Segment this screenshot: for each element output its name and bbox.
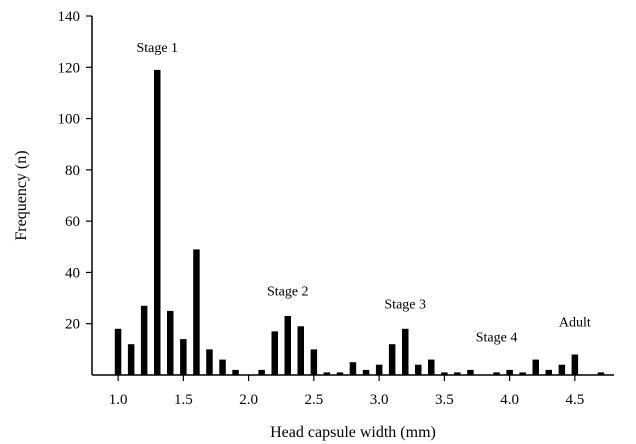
bar [467,369,474,375]
bar [310,349,318,375]
y-ticks: 20 40 60 80 100 120 140 [58,9,92,333]
bar [232,369,239,375]
x-ticks: 1.0 1.5 2.0 2.5 3.0 3.5 4.0 4.5 [109,375,584,408]
bar [154,69,161,376]
y-tick-label: 80 [65,163,80,179]
bar [140,305,148,375]
x-tick-label: 1.0 [109,392,128,408]
stage-annotation: Stage 1 [136,41,178,56]
bar [558,364,566,375]
bar [415,364,422,375]
bar [323,372,331,375]
bar [362,369,370,375]
bar [506,369,513,375]
y-axis-title: Frequency (n) [13,150,30,240]
y-tick-label: 140 [58,9,81,25]
bar [193,249,200,375]
y-tick-label: 40 [65,265,80,281]
x-tick-label: 3.0 [370,392,389,408]
annotations: Stage 1 Stage 2 Stage 3 Stage 4 Adult [136,41,590,346]
stage-annotation: Stage 2 [267,285,309,300]
bar [284,316,291,375]
stage-annotation: Stage 4 [476,331,518,346]
x-tick-label: 2.5 [304,392,323,408]
bar [532,359,539,375]
bar [402,328,409,375]
bar [297,326,304,375]
bar [219,359,226,375]
stage-annotation: Adult [559,315,591,330]
bar [258,369,265,375]
y-tick-label: 60 [65,214,80,230]
bar [375,364,383,375]
bar [545,369,552,375]
x-axis-title: Head capsule width (mm) [270,424,436,441]
bar [271,331,278,375]
stage-annotation: Stage 3 [384,297,426,312]
bar [493,372,500,375]
bar [180,339,187,375]
x-tick-label: 2.0 [239,392,258,408]
bar [571,354,579,375]
bar [336,372,344,375]
bar [388,344,396,375]
x-tick-label: 1.5 [174,392,193,408]
x-tick-label: 4.5 [565,392,584,408]
bar [349,362,357,375]
bar [597,372,605,375]
bar [441,372,448,375]
bar [127,344,135,375]
y-tick-label: 20 [65,317,80,333]
bar [454,372,461,375]
bar [428,359,435,375]
y-tick-label: 100 [58,112,81,128]
bars [114,69,605,376]
bar [206,349,213,375]
bar [114,328,122,375]
bar [519,372,526,375]
bar [167,310,174,375]
x-tick-label: 3.5 [435,392,454,408]
x-tick-label: 4.0 [500,392,519,408]
y-tick-label: 120 [58,60,81,76]
